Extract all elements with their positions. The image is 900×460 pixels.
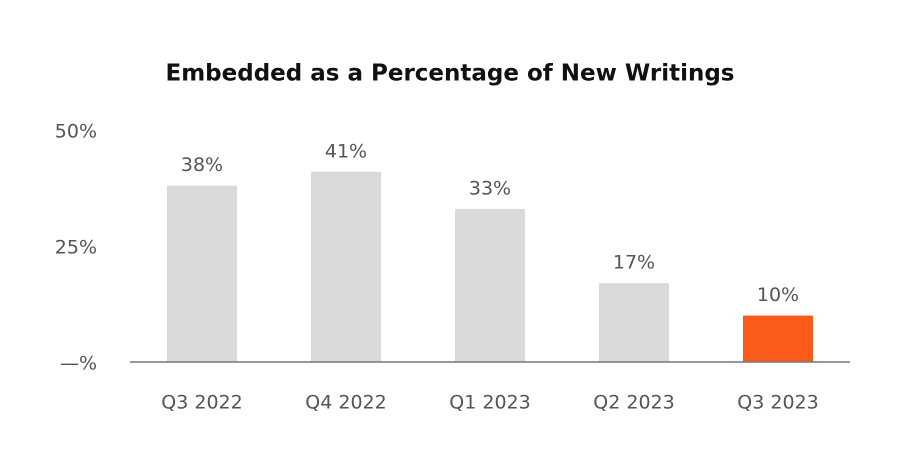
value-label: 10% (757, 284, 799, 306)
x-tick-label: Q2 2023 (593, 392, 674, 414)
bar (167, 185, 237, 362)
x-tick-label: Q1 2023 (449, 392, 530, 414)
x-tick-label: Q3 2023 (737, 392, 818, 414)
bar (311, 171, 381, 362)
y-tick-label: —% (60, 353, 97, 375)
value-label: 17% (613, 252, 655, 274)
bar (455, 208, 525, 362)
value-label: 41% (325, 140, 367, 162)
x-tick-label: Q4 2022 (305, 392, 386, 414)
value-label: 33% (469, 177, 511, 199)
y-tick-label: 25% (55, 237, 97, 259)
bar (599, 283, 669, 362)
chart-title: Embedded as a Percentage of New Writings (166, 61, 735, 87)
value-label: 38% (181, 154, 223, 176)
x-tick-label: Q3 2022 (161, 392, 242, 414)
y-tick-label: 50% (55, 121, 97, 143)
bar (743, 315, 813, 362)
